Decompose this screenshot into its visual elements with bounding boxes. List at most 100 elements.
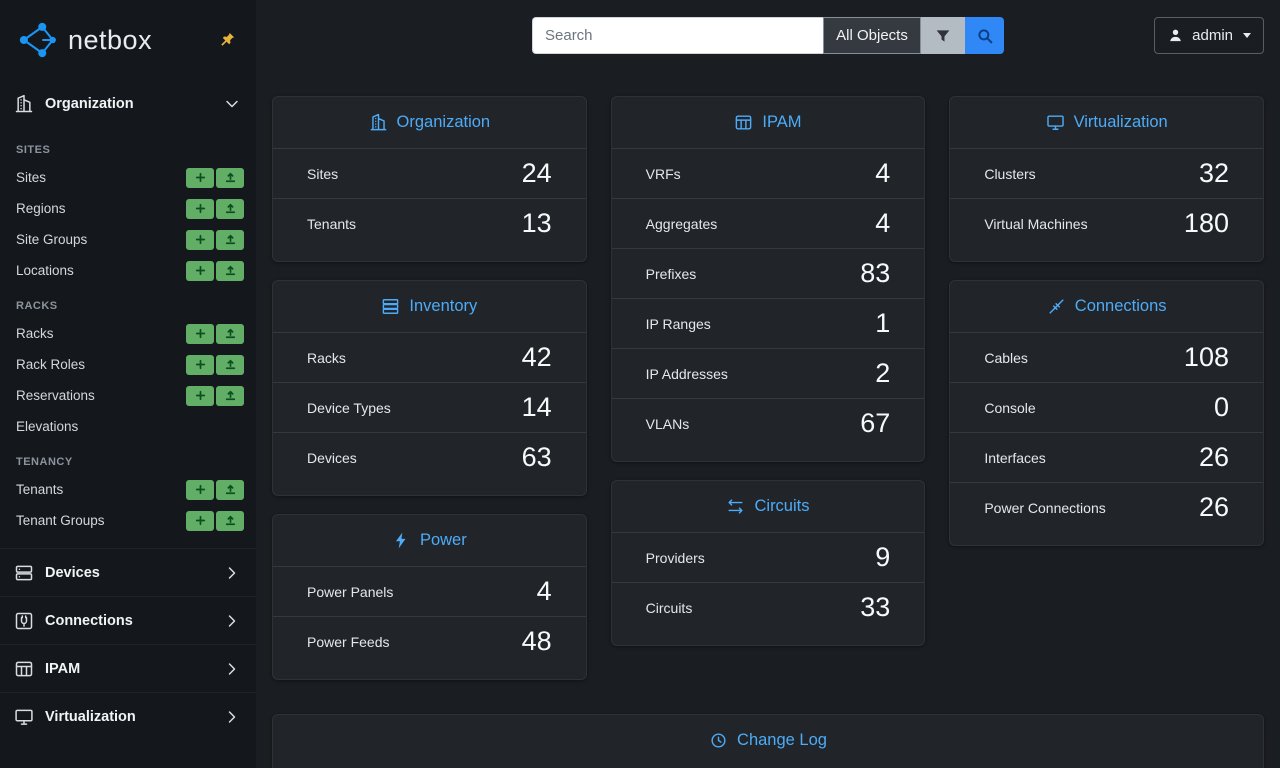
stat-value[interactable]: 42: [521, 342, 552, 372]
add-button[interactable]: [186, 510, 214, 531]
sidebar-subitem-label[interactable]: Rack Roles: [16, 357, 86, 372]
sidebar-subitem[interactable]: Locations: [0, 255, 256, 286]
sidebar-subitem[interactable]: Racks: [0, 318, 256, 349]
stat-value[interactable]: 26: [1198, 442, 1229, 472]
sidebar-item-devices[interactable]: Devices: [0, 548, 256, 596]
stat-label[interactable]: Cables: [984, 349, 1028, 366]
netbox-logo[interactable]: netbox: [14, 19, 152, 61]
stat-label[interactable]: Power Panels: [307, 583, 394, 600]
pin-sidebar-icon[interactable]: [218, 31, 236, 49]
sidebar-subitem[interactable]: Rack Roles: [0, 349, 256, 380]
stat-label[interactable]: Aggregates: [645, 215, 718, 232]
stat-label[interactable]: Tenants: [307, 215, 357, 232]
import-button[interactable]: [216, 198, 244, 219]
import-button[interactable]: [216, 167, 244, 188]
stat-label[interactable]: Devices: [307, 449, 357, 466]
stat-label[interactable]: Device Types: [307, 399, 391, 416]
sidebar-subitem-label[interactable]: Reservations: [16, 388, 95, 403]
sidebar-subitem-label[interactable]: Site Groups: [16, 232, 88, 247]
import-button[interactable]: [216, 510, 244, 531]
card-title-link[interactable]: Organization: [396, 113, 491, 131]
stat-label[interactable]: Power Connections: [984, 499, 1106, 516]
add-button[interactable]: [186, 479, 214, 500]
import-button[interactable]: [216, 385, 244, 406]
stat-label[interactable]: Circuits: [645, 599, 693, 616]
sidebar-item-ipam[interactable]: IPAM: [0, 644, 256, 692]
add-button[interactable]: [186, 198, 214, 219]
stat-value[interactable]: 13: [521, 208, 552, 238]
add-button[interactable]: [186, 260, 214, 281]
search-input[interactable]: [532, 17, 823, 54]
import-button[interactable]: [216, 260, 244, 281]
add-button[interactable]: [186, 323, 214, 344]
sidebar-item-connections[interactable]: Connections: [0, 596, 256, 644]
card-title-link[interactable]: IPAM: [762, 113, 802, 131]
stat-label[interactable]: Interfaces: [984, 449, 1046, 466]
search-button[interactable]: [965, 17, 1004, 54]
sidebar-subitem-label[interactable]: Elevations: [16, 419, 79, 434]
stat-value[interactable]: 4: [875, 208, 891, 238]
add-button[interactable]: [186, 354, 214, 375]
stat-label[interactable]: Prefixes: [645, 265, 697, 282]
stat-label[interactable]: VRFs: [645, 165, 681, 182]
add-button[interactable]: [186, 167, 214, 188]
sidebar-subitem-label[interactable]: Racks: [16, 326, 54, 341]
sidebar-subitem-label[interactable]: Tenant Groups: [16, 513, 105, 528]
card-title-link[interactable]: Power: [419, 531, 467, 549]
sidebar-subitem[interactable]: Reservations: [0, 380, 256, 411]
stat-label[interactable]: IP Ranges: [645, 315, 711, 332]
sidebar-subitem[interactable]: Tenant Groups: [0, 505, 256, 536]
stat-label[interactable]: VLANs: [645, 415, 690, 432]
import-button[interactable]: [216, 323, 244, 344]
card-title-link[interactable]: Change Log: [737, 731, 827, 749]
stat-label[interactable]: IP Addresses: [645, 365, 728, 382]
stat-value[interactable]: 14: [521, 392, 552, 422]
stat-value[interactable]: 33: [860, 592, 891, 622]
object-type-button[interactable]: All Objects: [823, 17, 921, 54]
import-button[interactable]: [216, 354, 244, 375]
card-title-link[interactable]: Virtualization: [1073, 113, 1168, 131]
import-button[interactable]: [216, 479, 244, 500]
stat-value[interactable]: 4: [536, 576, 552, 606]
stat-value[interactable]: 63: [521, 442, 552, 472]
stat-label[interactable]: Racks: [307, 349, 346, 366]
sidebar-subitem-label[interactable]: Sites: [16, 170, 47, 185]
stat-label[interactable]: Console: [984, 399, 1036, 416]
stat-value[interactable]: 24: [521, 158, 552, 188]
card-title-link[interactable]: Inventory: [409, 297, 478, 315]
stat-value[interactable]: 26: [1198, 492, 1229, 522]
stat-value[interactable]: 0: [1213, 392, 1229, 422]
user-menu-button[interactable]: admin: [1154, 17, 1264, 54]
stat-label[interactable]: Sites: [307, 165, 339, 182]
stat-label[interactable]: Providers: [645, 549, 705, 566]
stat-label[interactable]: Power Feeds: [307, 633, 390, 650]
stat-label[interactable]: Clusters: [984, 165, 1036, 182]
stat-value[interactable]: 4: [875, 158, 891, 188]
stat-value[interactable]: 83: [860, 258, 891, 288]
sidebar-subitem[interactable]: Site Groups: [0, 224, 256, 255]
sidebar-subitem-label[interactable]: Locations: [16, 263, 74, 278]
stat-value[interactable]: 108: [1183, 342, 1229, 372]
sidebar-item-virtualization[interactable]: Virtualization: [0, 692, 256, 740]
stat-value[interactable]: 48: [521, 626, 552, 656]
add-button[interactable]: [186, 385, 214, 406]
card-title-link[interactable]: Circuits: [754, 497, 810, 515]
stat-label[interactable]: Virtual Machines: [984, 215, 1088, 232]
stat-value[interactable]: 1: [875, 308, 891, 338]
sidebar-subitem[interactable]: Tenants: [0, 474, 256, 505]
sidebar-subitem-label[interactable]: Regions: [16, 201, 66, 216]
sidebar-subitem[interactable]: Regions: [0, 193, 256, 224]
stat-value[interactable]: 2: [875, 358, 891, 388]
sidebar-subitem-label[interactable]: Tenants: [16, 482, 64, 497]
add-button[interactable]: [186, 229, 214, 250]
filter-button[interactable]: [921, 17, 965, 54]
stat-value[interactable]: 9: [875, 542, 891, 572]
stat-value[interactable]: 180: [1183, 208, 1229, 238]
card-title-link[interactable]: Connections: [1074, 297, 1167, 315]
sidebar-subitem[interactable]: Elevations: [0, 411, 256, 442]
import-button[interactable]: [216, 229, 244, 250]
sidebar-subitem[interactable]: Sites: [0, 162, 256, 193]
sidebar-item-organization[interactable]: Organization: [0, 81, 256, 127]
stat-value[interactable]: 32: [1198, 158, 1229, 188]
stat-value[interactable]: 67: [860, 408, 891, 438]
